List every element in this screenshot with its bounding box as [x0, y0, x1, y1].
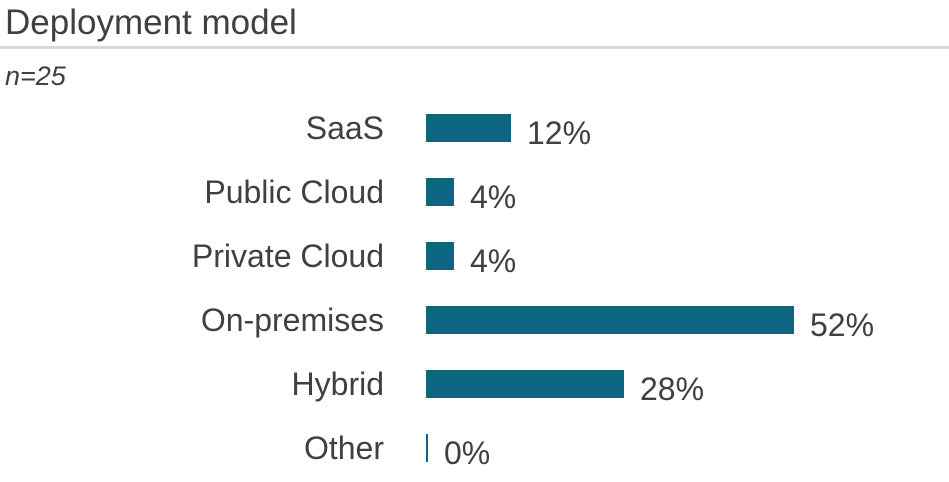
bar-private-cloud	[426, 242, 454, 270]
bar-saas	[426, 114, 511, 142]
category-label: Hybrid	[291, 365, 384, 402]
title-separator	[0, 46, 949, 49]
sample-size-note: n=25	[5, 61, 66, 91]
value-label: 12%	[527, 114, 592, 151]
value-label: 4%	[470, 178, 517, 215]
bar-row: Private Cloud 4%	[0, 224, 949, 288]
bar-row: SaaS 12%	[0, 96, 949, 160]
bar-public-cloud	[426, 178, 454, 206]
bar-row: Other 0%	[0, 416, 949, 480]
bar-row: Public Cloud 4%	[0, 160, 949, 224]
category-label: SaaS	[305, 109, 384, 146]
value-label: 0%	[444, 434, 491, 471]
bar-row: On-premises 52%	[0, 288, 949, 352]
chart-title: Deployment model	[5, 3, 297, 42]
category-label: On-premises	[200, 301, 384, 338]
category-label: Private Cloud	[191, 237, 384, 274]
bar-on-premises	[426, 306, 794, 334]
bar-other	[426, 434, 428, 462]
category-label: Other	[303, 429, 384, 466]
value-label: 28%	[640, 370, 705, 407]
bar-row: Hybrid 28%	[0, 352, 949, 416]
value-label: 4%	[470, 242, 517, 279]
value-label: 52%	[810, 306, 875, 343]
bar-hybrid	[426, 370, 624, 398]
category-label: Public Cloud	[204, 173, 384, 210]
bar-chart: SaaS 12% Public Cloud 4% Private Cloud 4…	[0, 96, 949, 480]
